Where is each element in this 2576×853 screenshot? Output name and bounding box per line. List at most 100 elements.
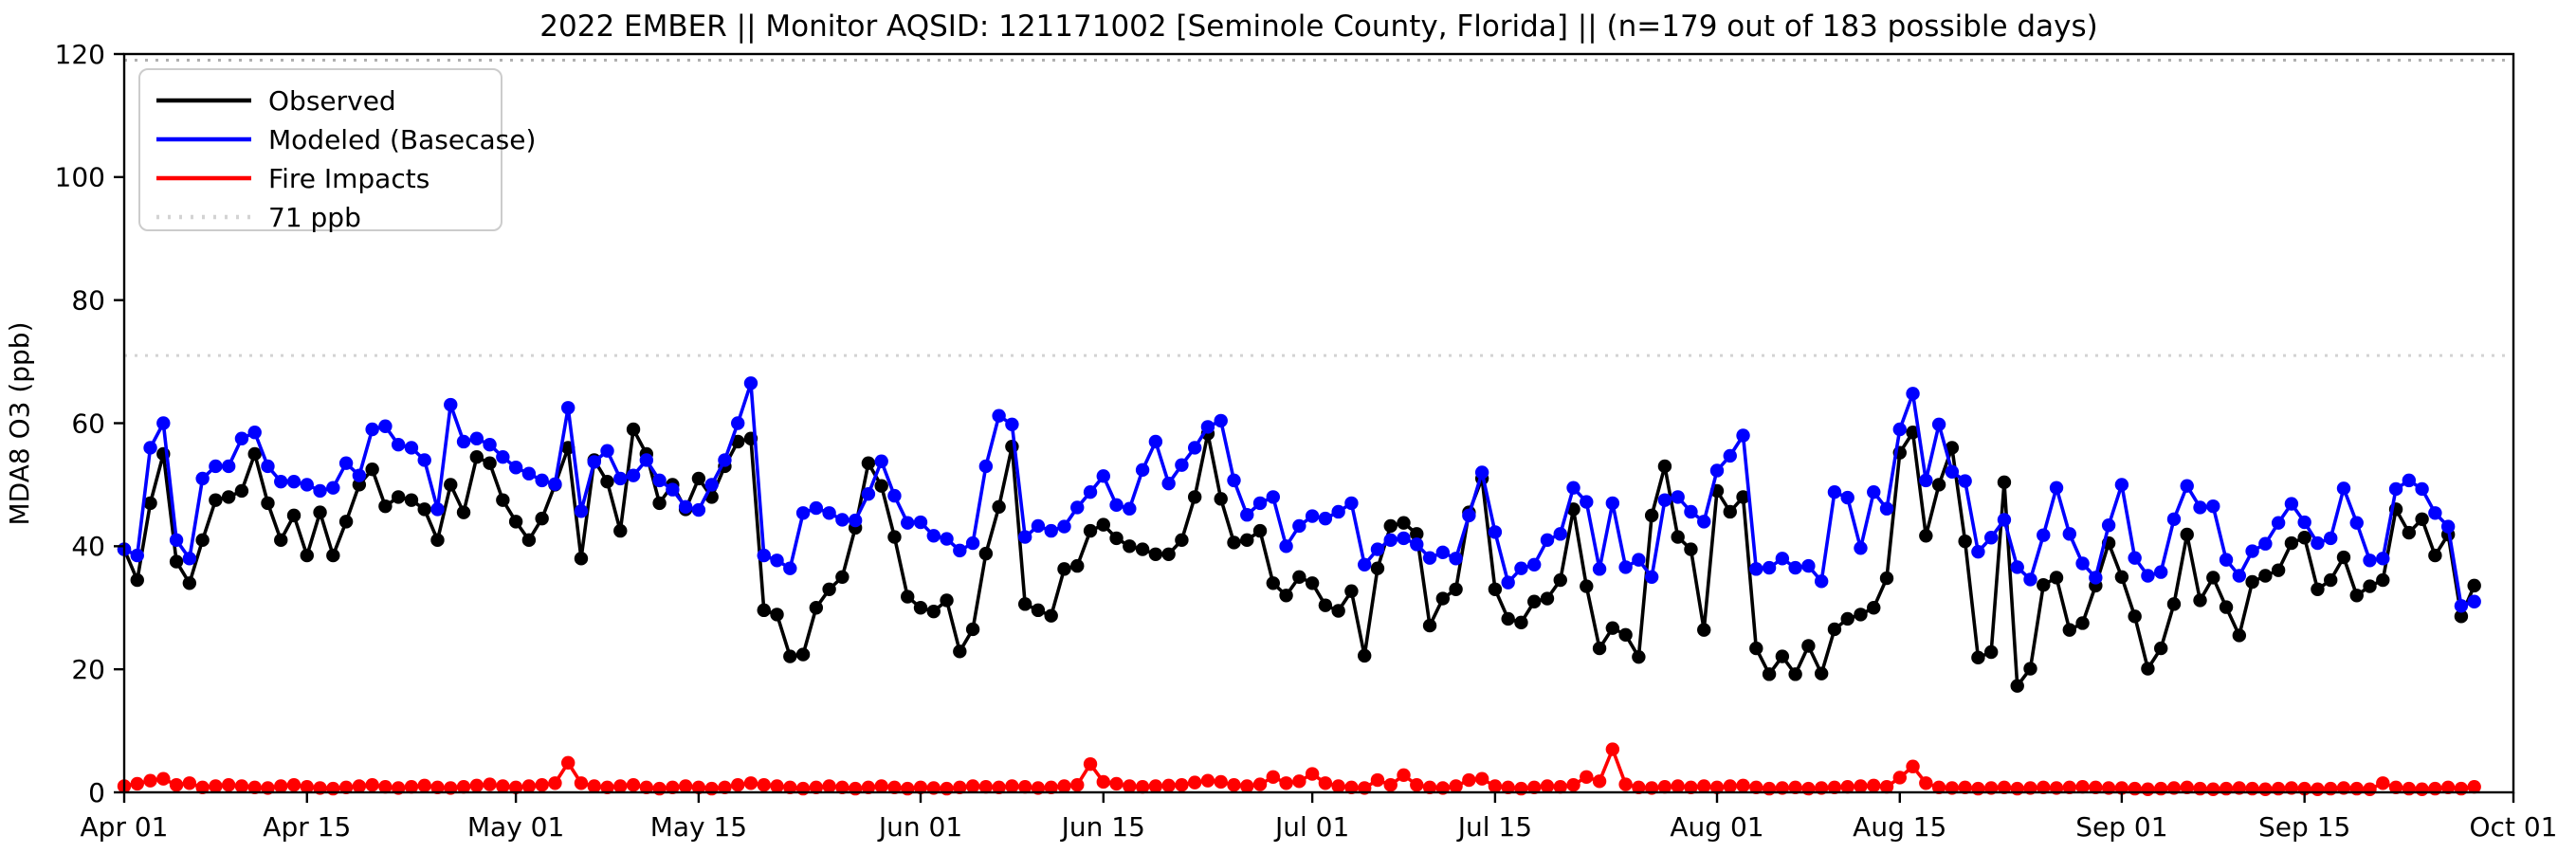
modeled-basecase--point — [2010, 560, 2024, 574]
observed-point — [1723, 504, 1737, 519]
fire-impacts-point — [2363, 782, 2377, 796]
observed-point — [2206, 571, 2220, 585]
modeled-basecase--point — [391, 438, 406, 452]
modeled-basecase--point — [2062, 527, 2077, 541]
reference-lines — [124, 58, 2513, 357]
modeled-basecase--point — [1553, 527, 1567, 541]
fire-impacts-point — [404, 779, 419, 794]
observed-point — [2010, 679, 2024, 693]
y-tick-label: 20 — [71, 654, 105, 685]
observed-point — [2193, 593, 2207, 608]
observed-point — [2336, 550, 2351, 565]
observed-point — [901, 590, 915, 604]
x-tick-label: Apr 01 — [81, 811, 169, 843]
fire-impacts-point — [1240, 779, 1254, 793]
fire-impacts-point — [1488, 779, 1503, 793]
modeled-basecase--point — [274, 474, 288, 489]
observed-point — [1580, 579, 1594, 593]
observed-point — [1017, 597, 1032, 611]
observed-point — [261, 496, 275, 511]
fire-impacts-point — [1187, 775, 1202, 789]
modeled-basecase--point — [1175, 458, 1189, 472]
observed-point — [1488, 582, 1503, 596]
observed-point — [169, 554, 184, 569]
modeled-basecase--point — [2219, 553, 2234, 567]
observed-point — [1553, 572, 1567, 588]
fire-impacts-point — [1684, 780, 1698, 795]
modeled-basecase--point — [2180, 479, 2194, 493]
modeled-basecase--point — [1397, 531, 1411, 546]
modeled-basecase--point — [822, 506, 836, 520]
fire-impacts-point — [378, 779, 393, 794]
fire-impacts-point — [1671, 779, 1685, 793]
observed-point — [338, 515, 354, 529]
modeled-basecase--point — [469, 431, 484, 445]
observed-point — [2467, 578, 2481, 593]
modeled-basecase--point — [182, 552, 197, 566]
fire-impacts-point — [1919, 776, 1933, 790]
observed-point — [483, 456, 497, 470]
observed-point — [2232, 628, 2247, 643]
y-tick-label: 0 — [88, 777, 105, 808]
observed-point — [1971, 650, 1985, 665]
observed-point — [1879, 571, 1894, 586]
modeled-basecase--point — [2049, 481, 2064, 495]
modeled-basecase--point — [1931, 417, 1946, 431]
observed-point — [1292, 570, 1306, 584]
observed-point — [508, 515, 523, 529]
fire-impacts-point — [156, 771, 171, 786]
observed-point — [1697, 623, 1711, 637]
modeled-basecase--point — [1514, 561, 1528, 575]
modeled-basecase--point — [1096, 469, 1110, 483]
legend-label-0: Observed — [268, 85, 396, 117]
modeled-basecase--point — [1566, 481, 1580, 495]
modeled-basecase--point — [809, 500, 824, 516]
fire-impacts-point — [274, 779, 288, 793]
modeled-basecase--point — [1501, 575, 1515, 590]
observed-point — [2428, 548, 2442, 563]
modeled-basecase--point — [1449, 552, 1463, 566]
fire-impacts-point — [209, 779, 223, 793]
fire-impacts-point — [887, 780, 902, 795]
modeled-basecase--point — [2454, 599, 2469, 613]
observed-point — [1383, 518, 1398, 534]
y-tick-label: 60 — [71, 408, 105, 439]
fire-impacts-point — [1462, 772, 1476, 788]
observed-point — [1370, 561, 1385, 575]
modeled-basecase--point — [1357, 557, 1372, 572]
modeled-basecase--point — [1605, 496, 1620, 511]
modeled-basecase--point — [1540, 533, 1555, 548]
fire-impacts-point — [1109, 776, 1124, 791]
fire-impacts-point — [1540, 779, 1555, 793]
observed-point — [1318, 598, 1333, 612]
modeled-basecase--point — [2363, 554, 2377, 568]
observed-point — [2258, 569, 2273, 583]
modeled-basecase--point — [1017, 530, 1032, 544]
observed-point — [417, 502, 431, 517]
modeled-basecase--point — [953, 543, 967, 558]
observed-point — [691, 471, 706, 486]
modeled-basecase--point — [600, 444, 614, 458]
modeled-basecase--point — [1305, 509, 1320, 523]
modeled-basecase--point — [1788, 560, 1802, 575]
observed-point — [861, 456, 876, 470]
modeled-basecase--point — [2114, 478, 2129, 492]
modeled-basecase--point — [691, 502, 706, 517]
fire-impacts-point — [2075, 779, 2090, 794]
axes: 0 20 40 60 80 100 120 Apr 01 Apr 15 May 01 May 15 J… — [55, 39, 2558, 843]
modeled-basecase--point — [1632, 553, 1646, 567]
fire-impacts-point — [508, 780, 523, 795]
modeled-basecase--point — [1775, 552, 1790, 566]
observed-point — [1344, 584, 1359, 598]
fire-impacts-point — [365, 778, 379, 792]
fire-impacts-point — [483, 777, 497, 791]
x-tick-label: Jul 15 — [1456, 811, 1532, 843]
fire-impacts-point — [143, 773, 157, 788]
observed-point — [1422, 618, 1437, 633]
y-tick-label: 120 — [55, 39, 105, 70]
fire-impacts-point — [613, 779, 628, 793]
modeled-basecase--point — [1161, 476, 1176, 491]
observed-point — [2023, 662, 2037, 676]
fire-impacts-point — [913, 780, 928, 795]
